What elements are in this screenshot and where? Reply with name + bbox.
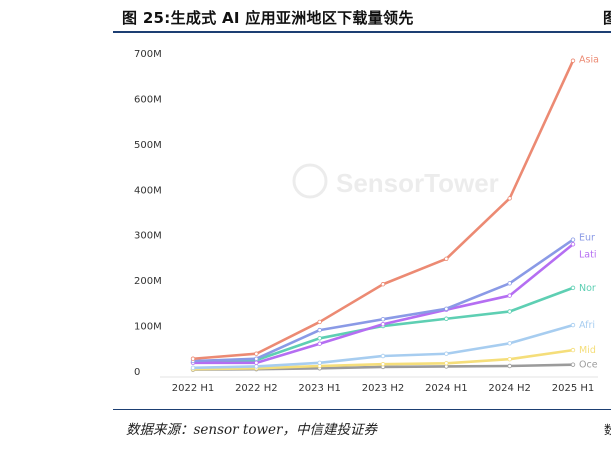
data-source: 数据来源：sensor tower，中信建投证券 — [126, 422, 377, 438]
y-axis: 0 100M 200M 300M 400M 500M 600M 700M — [134, 49, 162, 378]
data-point — [570, 285, 576, 291]
data-point — [570, 58, 576, 63]
next-figure-title-fragment: 图 — [603, 9, 611, 27]
y-tick-label: 100M — [134, 322, 162, 333]
x-tick-label: 2025 H1 — [552, 383, 595, 394]
data-point — [317, 319, 322, 325]
data-point — [254, 356, 259, 361]
x-tick-label: 2023 H2 — [362, 383, 405, 394]
data-point — [254, 360, 259, 366]
data-point — [380, 322, 386, 327]
data-point — [317, 341, 322, 346]
y-tick-label: 300M — [134, 231, 162, 242]
data-point — [444, 316, 449, 321]
x-tick-label: 2022 H2 — [235, 383, 278, 394]
data-point — [444, 256, 449, 261]
watermark-logo-icon — [292, 163, 328, 199]
x-tick-label: 2023 H1 — [298, 383, 341, 394]
series-line — [191, 59, 575, 361]
data-point — [570, 347, 576, 353]
next-source-fragment: 数 — [604, 423, 611, 437]
series-label: Afri — [579, 320, 595, 331]
data-point — [570, 237, 576, 242]
series-line — [191, 242, 575, 365]
data-point — [507, 356, 512, 362]
series-label: Oce — [579, 360, 598, 371]
data-point — [507, 281, 512, 286]
data-point — [507, 363, 512, 369]
chart-title: 图 25:生成式 AI 应用亚洲地区下载量领先 — [122, 9, 414, 27]
data-point — [254, 351, 259, 356]
x-tick-label: 2024 H1 — [425, 383, 468, 394]
series-label: Eur — [579, 233, 595, 244]
data-point — [380, 317, 386, 322]
y-tick-label: 400M — [134, 185, 162, 196]
footer-rule — [113, 409, 611, 410]
data-point — [380, 282, 386, 287]
data-point — [444, 306, 449, 311]
title-rule — [113, 31, 611, 33]
data-point — [317, 360, 322, 366]
data-point — [190, 365, 196, 371]
y-tick-label: 600M — [134, 94, 162, 105]
data-point — [507, 196, 512, 201]
series-label: Lati — [579, 249, 596, 260]
watermark-text: SensorTower — [336, 168, 499, 198]
data-point — [254, 364, 259, 369]
data-point — [444, 351, 449, 356]
y-tick-label: 0 — [134, 367, 140, 378]
series-label: Nor — [579, 283, 596, 294]
series-lines — [190, 58, 576, 372]
data-point — [190, 356, 196, 361]
x-axis: 2022 H1 2022 H2 2023 H1 2023 H2 2024 H1 2024 … — [160, 376, 598, 394]
series-labels: Oce Mid Afri Nor Lati Eur Asia — [579, 55, 599, 371]
data-point — [507, 341, 512, 346]
data-point — [507, 309, 512, 314]
y-tick-label: 500M — [134, 140, 162, 151]
y-tick-label: 700M — [134, 49, 162, 60]
data-point — [444, 361, 449, 366]
line-chart: SensorTower 0 100M 200M 300M 400M 500M 600M 700… — [134, 49, 599, 394]
data-point — [570, 362, 576, 367]
data-point — [570, 242, 576, 247]
data-point — [317, 327, 322, 333]
x-tick-label: 2022 H1 — [172, 383, 215, 394]
watermark: SensorTower — [292, 163, 499, 199]
data-point — [570, 322, 576, 328]
data-point — [507, 293, 512, 298]
y-tick-label: 200M — [134, 276, 162, 287]
x-tick-label: 2024 H2 — [488, 383, 531, 394]
data-point — [380, 361, 386, 367]
series-label: Mid — [579, 345, 596, 356]
data-point — [317, 336, 322, 341]
data-point — [380, 353, 386, 359]
series-label: Asia — [579, 55, 599, 66]
